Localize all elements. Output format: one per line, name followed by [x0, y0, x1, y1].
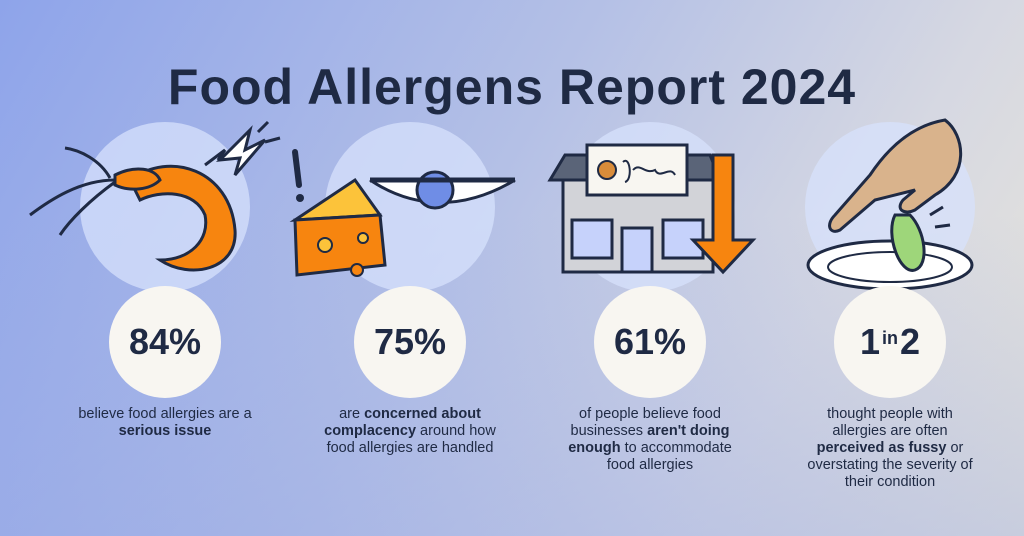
stat-value: 1: [859, 321, 880, 362]
stat-value-in: in: [882, 327, 898, 348]
page-title: Food Allergens Report 2024: [167, 59, 857, 115]
stat-circle: 1 in 2: [834, 286, 946, 398]
restaurant-down-arrow-icon: [547, 143, 757, 275]
stat-value: 2: [900, 321, 921, 362]
stat-caption: thought people with allergies are often …: [807, 406, 973, 490]
stat-circle: 61%: [594, 286, 706, 398]
stat-caption: believe food allergies are a serious iss…: [78, 406, 252, 439]
shrimp-icon: [29, 120, 281, 272]
stat-circle: 75%: [354, 286, 466, 398]
cheese-eye-icon: [289, 149, 516, 277]
stat-caption: are concerned about complacency around h…: [324, 406, 496, 456]
stat-circle: 84%: [109, 286, 221, 398]
hand-plate-lettuce-icon: [806, 118, 974, 291]
stat-caption: of people believe food businesses aren't…: [568, 406, 732, 473]
